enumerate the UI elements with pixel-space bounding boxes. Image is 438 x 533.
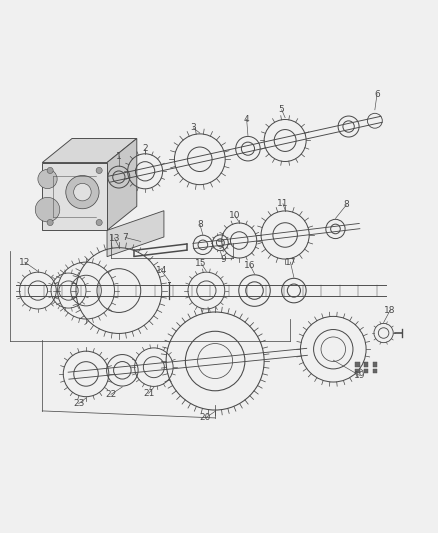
Text: 22: 22 bbox=[105, 390, 117, 399]
Text: 15: 15 bbox=[195, 259, 206, 268]
Text: 5: 5 bbox=[278, 105, 284, 114]
Text: 16: 16 bbox=[244, 261, 255, 270]
Polygon shape bbox=[107, 139, 137, 230]
Text: 1: 1 bbox=[116, 151, 121, 160]
Bar bbox=[372, 369, 376, 373]
Text: 2: 2 bbox=[142, 144, 148, 153]
Text: 20: 20 bbox=[199, 414, 211, 423]
Text: 8: 8 bbox=[343, 200, 349, 209]
Circle shape bbox=[35, 197, 60, 222]
Text: 4: 4 bbox=[243, 115, 249, 124]
Text: 19: 19 bbox=[353, 371, 364, 380]
Circle shape bbox=[74, 183, 91, 201]
Text: 17: 17 bbox=[284, 257, 296, 266]
Polygon shape bbox=[107, 211, 163, 257]
Text: 21: 21 bbox=[143, 389, 154, 398]
Bar bbox=[363, 369, 367, 373]
Text: 11: 11 bbox=[276, 199, 288, 208]
Bar bbox=[354, 362, 359, 367]
Bar bbox=[363, 362, 367, 367]
Circle shape bbox=[38, 169, 57, 189]
Circle shape bbox=[66, 175, 99, 209]
Circle shape bbox=[47, 220, 53, 225]
Polygon shape bbox=[42, 163, 107, 230]
Text: 10: 10 bbox=[229, 211, 240, 220]
Text: 14: 14 bbox=[155, 266, 167, 276]
Bar bbox=[372, 362, 376, 367]
Text: 23: 23 bbox=[73, 399, 84, 408]
Text: 12: 12 bbox=[19, 257, 30, 266]
Text: 7: 7 bbox=[122, 233, 128, 242]
Text: 8: 8 bbox=[197, 220, 202, 229]
Circle shape bbox=[96, 167, 102, 174]
Polygon shape bbox=[42, 139, 137, 163]
Text: 13: 13 bbox=[109, 233, 120, 243]
Text: 9: 9 bbox=[219, 255, 226, 264]
Circle shape bbox=[96, 220, 102, 225]
Text: 6: 6 bbox=[373, 90, 379, 99]
Text: 3: 3 bbox=[190, 124, 196, 132]
Text: 18: 18 bbox=[384, 306, 395, 315]
Circle shape bbox=[47, 167, 53, 174]
Bar bbox=[354, 369, 359, 373]
